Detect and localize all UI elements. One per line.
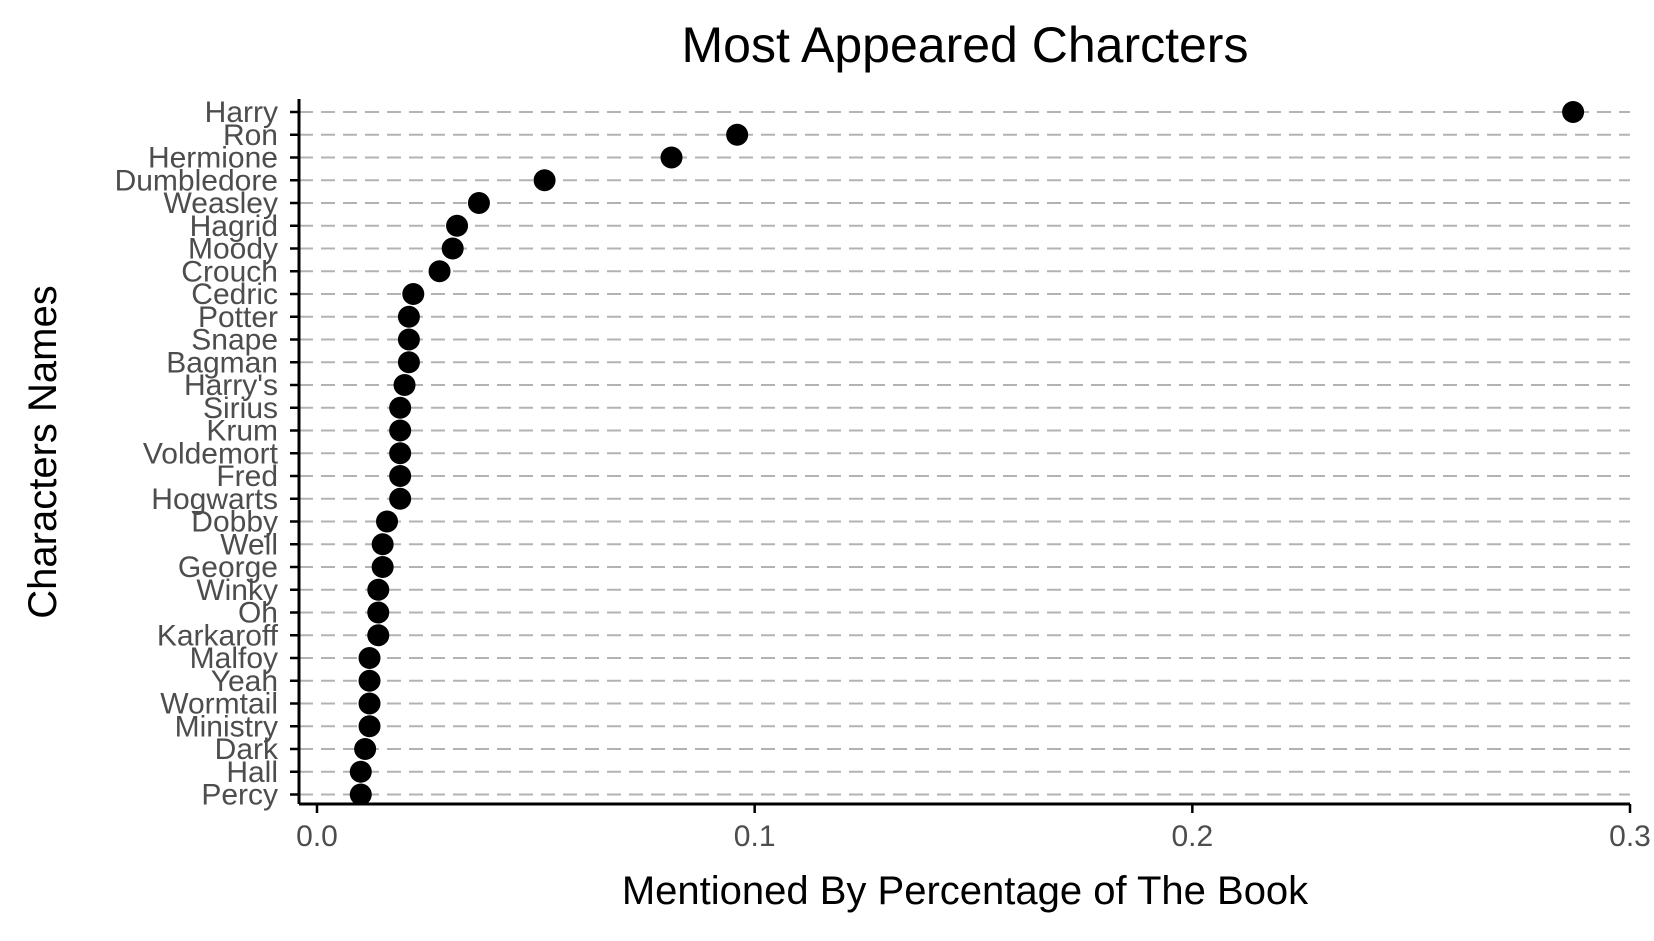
data-point <box>371 533 394 556</box>
y-tick-label: Wormtail <box>160 688 278 721</box>
grid <box>299 111 1630 796</box>
data-point <box>393 374 416 396</box>
data-point <box>397 305 420 328</box>
y-axis-ticks: HarryRonHermioneDumbledoreWeasleyHagridM… <box>115 96 299 812</box>
data-point <box>358 692 381 715</box>
y-tick-label: Karkaroff <box>157 619 279 652</box>
y-tick-label: Well <box>220 528 278 561</box>
y-tick-label: Crouch <box>181 255 278 288</box>
y-tick-label: Hogwarts <box>151 483 278 516</box>
y-tick-label: Cedric <box>191 278 278 311</box>
data-point <box>358 669 381 692</box>
y-tick-label: Malfoy <box>190 642 278 675</box>
y-tick-label: Ministry <box>175 710 278 743</box>
data-point <box>660 146 683 169</box>
data-point <box>446 214 469 237</box>
y-tick-label: Potter <box>198 301 278 334</box>
y-tick-label: Dobby <box>191 506 278 539</box>
data-point <box>376 510 399 533</box>
data-point <box>397 351 420 374</box>
data-point <box>349 783 372 806</box>
data-point <box>1562 101 1585 123</box>
y-tick-label: Winky <box>196 574 278 607</box>
x-tick-label: 0.3 <box>1609 820 1651 853</box>
y-tick-label: Ron <box>223 119 278 152</box>
y-tick-label: Harry's <box>184 369 278 402</box>
y-tick-label: Yeah <box>211 665 278 698</box>
y-tick-label: Hagrid <box>190 210 278 243</box>
y-tick-label: Hall <box>226 756 278 789</box>
y-tick-label: Harry <box>205 96 278 129</box>
chart-title: Most Appeared Charcters <box>682 17 1249 73</box>
y-tick-label: Bagman <box>166 346 278 379</box>
y-tick-label: Dumbledore <box>115 164 278 197</box>
y-tick-label: Moody <box>188 233 278 266</box>
y-tick-label: Percy <box>201 779 278 812</box>
data-point <box>441 237 464 260</box>
y-tick-label: Oh <box>238 597 278 630</box>
data-point <box>402 283 425 305</box>
y-tick-label: Fred <box>216 460 278 493</box>
x-axis-ticks: 0.0 0.1 0.2 0.3 <box>296 804 1651 853</box>
y-tick-label: Hermione <box>148 142 278 175</box>
x-axis-title: Mentioned By Percentage of The Book <box>622 869 1309 913</box>
y-tick-label: George <box>178 551 278 584</box>
data-point <box>726 123 749 146</box>
data-point <box>367 624 390 647</box>
x-tick-label: 0.1 <box>734 820 776 853</box>
data-point <box>389 465 412 487</box>
data-point <box>389 396 412 419</box>
y-tick-label: Voldemort <box>143 437 279 470</box>
data-point <box>358 647 381 669</box>
data-point <box>367 601 390 624</box>
y-tick-label: Krum <box>206 415 278 448</box>
x-tick-label: 0.2 <box>1171 820 1213 853</box>
x-tick-label: 0.0 <box>296 820 338 853</box>
data-point <box>389 419 412 442</box>
data-point <box>371 556 394 578</box>
y-tick-label: Snape <box>191 324 278 357</box>
data-point <box>367 578 390 601</box>
data-point <box>389 487 412 510</box>
y-tick-label: Weasley <box>164 187 279 220</box>
data-point <box>397 328 420 351</box>
data-point <box>467 192 490 214</box>
data-point <box>349 760 372 783</box>
data-point <box>389 442 412 465</box>
data-point <box>354 738 377 760</box>
data-points <box>349 101 1585 806</box>
y-axis-title: Characters Names <box>21 285 65 618</box>
y-tick-label: Sirius <box>203 392 278 425</box>
data-point <box>428 260 451 283</box>
data-point <box>533 169 556 192</box>
data-point <box>358 715 381 738</box>
y-tick-label: Dark <box>215 733 279 766</box>
